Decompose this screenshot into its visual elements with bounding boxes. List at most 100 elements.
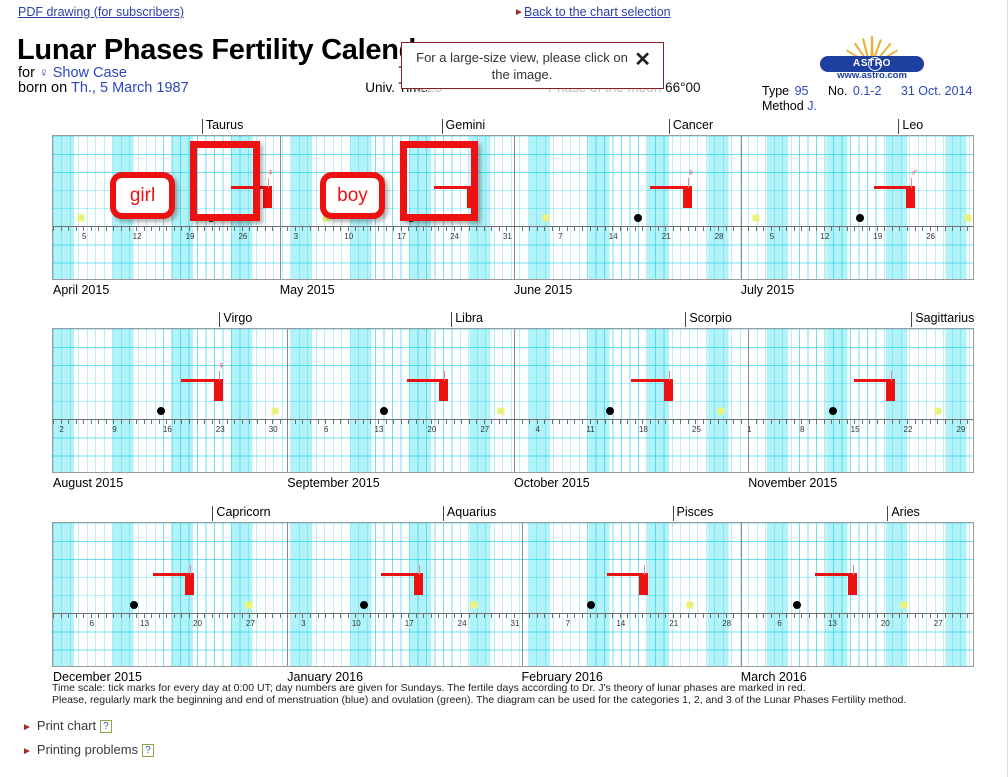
- printing-problems-link[interactable]: ► Printing problems?: [22, 742, 154, 766]
- calendar-grid[interactable]: 2 9 16 23 30 6 13 20 27 4 11 18 25 1 8 15 22 29 ♀: [52, 328, 974, 473]
- day-tick: [317, 227, 319, 231]
- day-tick: [536, 614, 538, 618]
- day-tick: [151, 614, 153, 618]
- help-icon[interactable]: ?: [142, 744, 154, 757]
- day-tick: [279, 614, 281, 618]
- day-tick: [377, 420, 379, 424]
- day-tick: [166, 227, 168, 231]
- month-label: April 2015: [53, 283, 110, 297]
- large-size-view-tooltip: For a large-size view, please click on t…: [401, 42, 664, 89]
- day-tick: [672, 614, 674, 618]
- fertile-peak-bar: [438, 379, 448, 401]
- day-tick: [959, 227, 961, 231]
- day-number: 13: [374, 425, 384, 434]
- day-tick: [249, 227, 251, 231]
- calendar-grid[interactable]: 5 12 19 26 3 10 17 24 31 7 14 21 28 5 12 19 26 ♀ ♂ ♀ ♂: [52, 135, 974, 280]
- day-tick: [755, 614, 757, 618]
- day-tick: [60, 227, 62, 231]
- day-tick: [665, 227, 667, 231]
- day-tick: [906, 614, 908, 618]
- fertile-period-marker: ♂: [873, 168, 918, 208]
- day-tick: [702, 227, 704, 231]
- day-number: 27: [246, 619, 255, 628]
- day-tick: [453, 227, 455, 231]
- pdf-drawing-link[interactable]: PDF drawing (for subscribers): [18, 5, 185, 19]
- help-icon[interactable]: ?: [100, 720, 112, 733]
- birth-date: Th., 5 March 1987: [70, 80, 189, 96]
- day-tick: [226, 614, 228, 618]
- day-tick: [438, 614, 440, 618]
- day-tick: [854, 614, 856, 618]
- day-number: 7: [558, 232, 563, 241]
- full-moon-marker: [752, 214, 760, 222]
- zodiac-sign-label: Sagittarius: [911, 312, 974, 327]
- day-tick: [302, 420, 304, 424]
- print-chart-link[interactable]: ► Print chart?: [22, 718, 154, 742]
- bottom-links: ► Print chart? ► Printing problems?: [22, 718, 154, 766]
- day-number: 25: [691, 425, 701, 434]
- day-number: 16: [162, 425, 172, 434]
- back-arrow-icon: ►: [514, 7, 524, 18]
- day-number: 28: [714, 232, 724, 241]
- day-tick: [370, 614, 372, 618]
- day-tick: [566, 614, 568, 618]
- day-tick: [854, 227, 856, 231]
- day-tick: [98, 614, 100, 618]
- day-tick: [702, 420, 704, 424]
- day-tick: [393, 420, 395, 424]
- month-label: June 2015: [514, 283, 573, 297]
- day-tick: [121, 420, 123, 424]
- month-separator: [514, 136, 515, 279]
- day-tick: [204, 614, 206, 618]
- day-tick: [786, 227, 788, 231]
- day-tick: [461, 614, 463, 618]
- fertile-peak-bar: [213, 379, 223, 401]
- day-number: 17: [404, 619, 414, 628]
- day-tick: [854, 420, 856, 424]
- back-to-chart-selection-link[interactable]: Back to the chart selection: [524, 5, 671, 19]
- day-number: 31: [502, 232, 512, 241]
- calendar-strip: Taurus Gemini Cancer Leo 5 12 19 26 3 10 17 24 31 7 14…: [52, 119, 974, 303]
- day-tick: [332, 420, 334, 424]
- day-tick: [98, 227, 100, 231]
- day-tick: [861, 227, 863, 231]
- zodiac-sign-label: Leo: [898, 119, 923, 134]
- day-number: 10: [351, 619, 361, 628]
- day-tick: [241, 614, 243, 618]
- day-tick: [725, 420, 727, 424]
- day-tick: [461, 227, 463, 231]
- day-tick: [317, 614, 319, 618]
- no-label: No.: [827, 84, 848, 98]
- day-tick: [778, 614, 780, 618]
- day-number: 20: [427, 425, 437, 434]
- day-tick: [325, 614, 327, 618]
- close-icon[interactable]: ✕: [634, 49, 651, 71]
- day-tick: [234, 614, 236, 618]
- day-tick: [816, 227, 818, 231]
- day-tick: [506, 227, 508, 231]
- day-tick: [158, 614, 160, 618]
- day-tick: [612, 227, 614, 231]
- new-moon-marker: [359, 601, 368, 609]
- day-tick: [733, 227, 735, 231]
- fertile-stem: [218, 371, 220, 381]
- day-tick: [687, 614, 689, 618]
- calendar-grid[interactable]: 6 13 20 27 3 10 17 24 31 7 14 21 28 6 13 20 27: [52, 522, 974, 667]
- for-label: for: [18, 65, 35, 81]
- footnote-line-1: Time scale: tick marks for every day at …: [52, 682, 806, 694]
- day-tick: [98, 420, 100, 424]
- day-tick: [937, 227, 939, 231]
- day-tick: [619, 227, 621, 231]
- full-moon-marker: [497, 407, 505, 415]
- day-tick: [491, 227, 493, 231]
- day-tick: [309, 227, 311, 231]
- day-tick: [695, 614, 697, 618]
- day-tick: [869, 227, 871, 231]
- day-tick: [634, 227, 636, 231]
- mars-icon: ♂: [909, 167, 919, 179]
- day-tick: [173, 420, 175, 424]
- day-tick: [604, 614, 606, 618]
- full-moon-marker: [717, 407, 725, 415]
- day-tick: [952, 227, 954, 231]
- month-label: February 2016: [521, 670, 603, 684]
